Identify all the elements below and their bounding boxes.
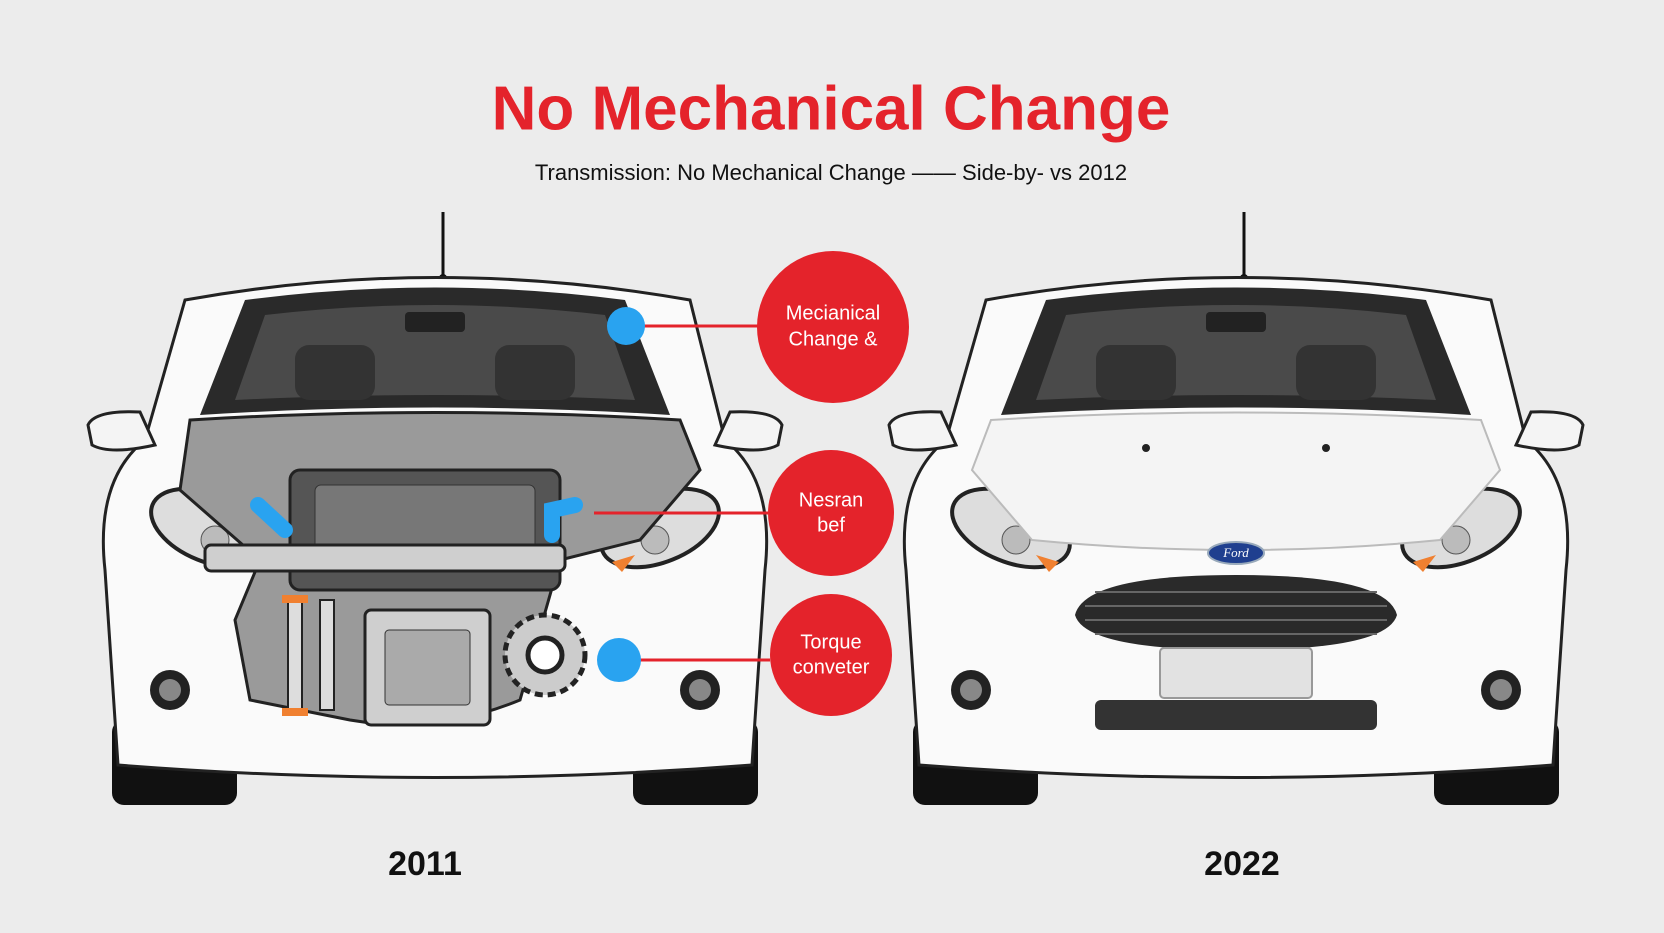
callout-text: Nesran <box>799 489 863 511</box>
callout: Mecianical Change & <box>607 251 909 403</box>
year-label: 2022 <box>1204 845 1280 883</box>
car-2011: 2011 <box>86 210 784 883</box>
callout-text: Torque <box>800 631 861 653</box>
callout: Nesran bef <box>594 450 894 576</box>
callout-text: Change & <box>789 328 879 350</box>
badge: Ford <box>1222 545 1249 560</box>
car-2022: Ford 2022 <box>887 210 1585 883</box>
callout-text: Mecianical <box>786 302 880 324</box>
year-label: 2011 <box>388 845 462 883</box>
title: No Mechanical Change <box>492 74 1171 143</box>
callout-text: bef <box>817 514 845 536</box>
subtitle: Transmission: No Mechanical Change —— Si… <box>535 160 1127 185</box>
callout: Torque conveter <box>597 594 892 716</box>
callout-text: conveter <box>793 656 870 678</box>
